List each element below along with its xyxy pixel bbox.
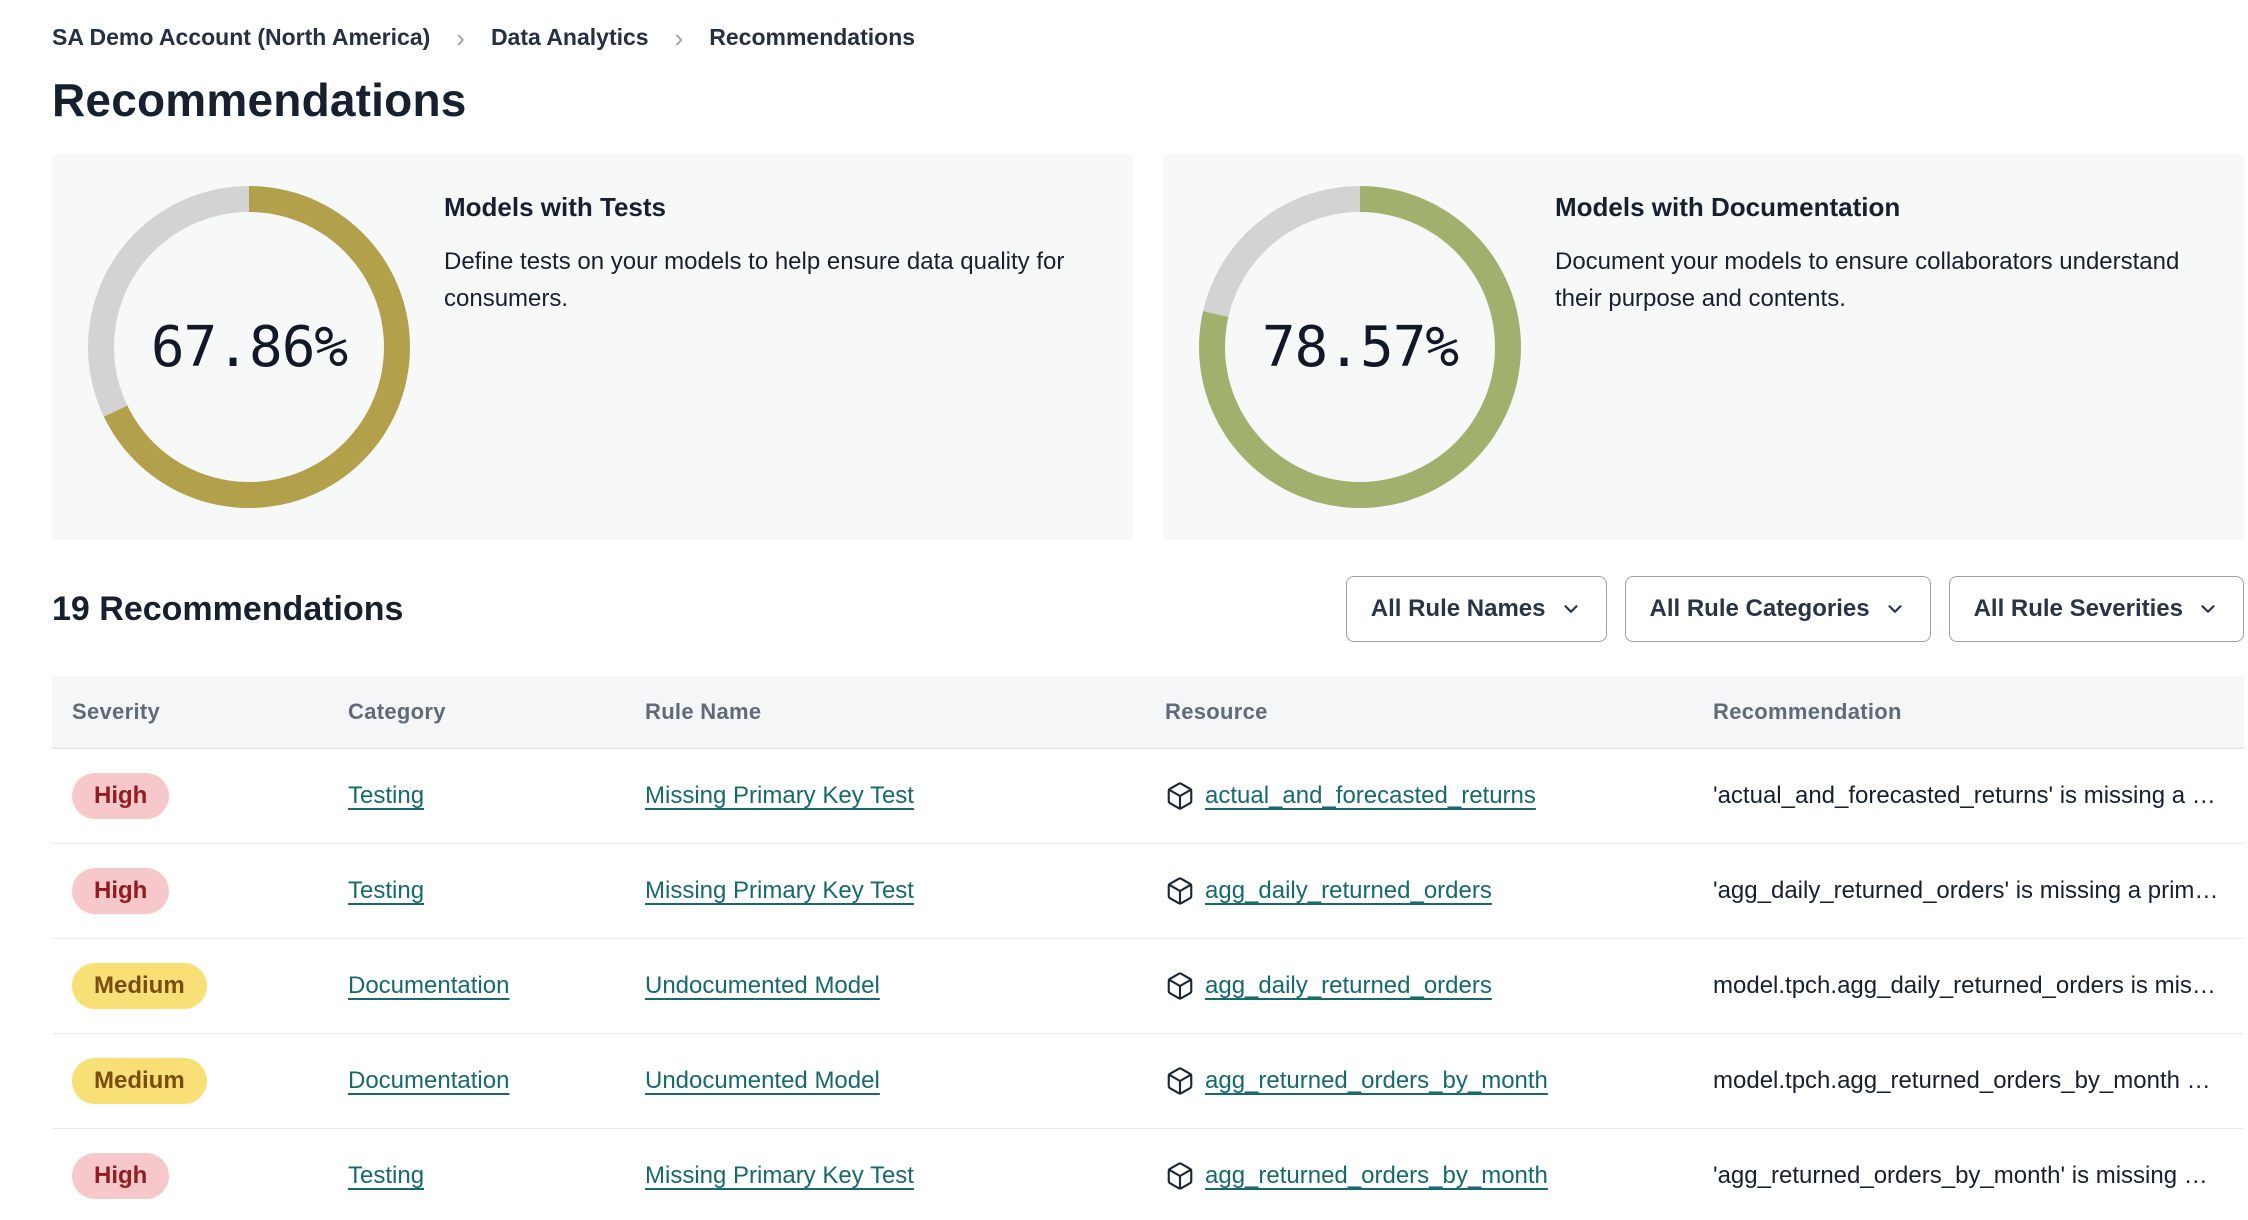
table-row: High Testing Missing Primary Key Test ag… [52,1129,2244,1220]
list-bar: 19 Recommendations All Rule Names All Ru… [52,576,2244,642]
page-title: Recommendations [52,74,467,126]
table-row: High Testing Missing Primary Key Test ac… [52,749,2244,844]
breadcrumb-account[interactable]: SA Demo Account (North America) [52,24,431,50]
column-header-resource: Resource [1165,699,1268,724]
rule-name-link[interactable]: Missing Primary Key Test [645,877,914,904]
severity-badge: Medium [72,1058,207,1104]
rule-name-link[interactable]: Undocumented Model [645,972,880,999]
summary-cards: 67.86% Models with Tests Define tests on… [52,154,2244,540]
category-link[interactable]: Documentation [348,1067,510,1094]
filter-label: All Rule Severities [1973,595,2183,622]
column-header-category: Category [348,699,446,724]
model-cube-icon [1167,782,1193,810]
breadcrumb-current: Recommendations [709,24,916,50]
breadcrumb: SA Demo Account (North America) › Data A… [52,24,2244,51]
chevron-right-icon: › [674,22,684,53]
rule-name-link[interactable]: Missing Primary Key Test [645,1162,914,1189]
table-row: High Testing Missing Primary Key Test ag… [52,844,2244,939]
column-header-severity: Severity [72,699,161,724]
column-header-rule-name: Rule Name [645,699,762,724]
recommendation-text: model.tpch.agg_daily_returned_orders is … [1713,972,2216,999]
filter-label: All Rule Names [1370,595,1546,622]
resource-link[interactable]: agg_returned_orders_by_month [1205,1067,1548,1094]
model-cube-icon [1167,972,1193,1000]
model-cube-icon [1167,877,1193,905]
models-with-tests-card: 67.86% Models with Tests Define tests on… [52,154,1133,540]
column-header-recommendation: Recommendation [1713,699,1902,724]
resource-link[interactable]: actual_and_forecasted_returns [1205,782,1536,809]
tests-card-description: Define tests on your models to help ensu… [444,248,1065,313]
tests-donut-chart: 67.86% [88,186,410,508]
model-cube-icon [1167,1162,1193,1190]
resource-link[interactable]: agg_daily_returned_orders [1205,972,1492,999]
recommendations-table: Severity Category Rule Name Resource Rec… [52,676,2244,1220]
severity-badge: High [72,1153,170,1199]
recommendation-text: model.tpch.agg_returned_orders_by_month … [1713,1067,2211,1094]
severity-badge: High [72,773,170,819]
category-link[interactable]: Testing [348,782,425,809]
breadcrumb-project[interactable]: Data Analytics [490,24,649,50]
resource-link[interactable]: agg_returned_orders_by_month [1205,1162,1548,1189]
chevron-down-icon [1563,605,1578,613]
filters: All Rule Names All Rule Categories All R… [1345,576,2244,642]
donut-hole: 67.86% [114,212,384,482]
tests-card-title: Models with Tests [444,192,666,222]
category-link[interactable]: Testing [348,877,425,904]
models-with-documentation-card: 78.57% Models with Documentation Documen… [1163,154,2244,540]
tests-percent-value: 67.86% [150,314,348,380]
recommendations-count: 19 Recommendations [52,589,404,628]
recommendation-text: 'actual_and_forecasted_returns' is missi… [1713,782,2216,809]
chevron-down-icon [1887,605,1902,613]
card-text: Models with Tests Define tests on your m… [444,186,1097,317]
rule-names-filter-dropdown[interactable]: All Rule Names [1345,576,1607,642]
donut-hole: 78.57% [1225,212,1495,482]
severity-badge: High [72,868,170,914]
recommendation-text: 'agg_returned_orders_by_month' is missin… [1713,1162,2208,1189]
table-row: Medium Documentation Undocumented Model … [52,1034,2244,1129]
rule-severities-filter-dropdown[interactable]: All Rule Severities [1948,576,2244,642]
documentation-percent-value: 78.57% [1261,314,1459,380]
category-link[interactable]: Testing [348,1162,425,1189]
documentation-donut-chart: 78.57% [1199,186,1521,508]
documentation-card-description: Document your models to ensure collabora… [1555,248,2180,313]
table-row: Medium Documentation Undocumented Model … [52,939,2244,1034]
rule-categories-filter-dropdown[interactable]: All Rule Categories [1624,576,1931,642]
documentation-card-title: Models with Documentation [1555,192,1901,222]
chevron-right-icon: › [456,22,465,53]
rule-name-link[interactable]: Missing Primary Key Test [645,782,914,809]
severity-badge: Medium [72,963,207,1009]
category-link[interactable]: Documentation [348,972,510,999]
rule-name-link[interactable]: Undocumented Model [645,1067,880,1094]
recommendation-text: 'agg_daily_returned_orders' is missing a… [1713,877,2219,904]
card-text: Models with Documentation Document your … [1555,186,2208,317]
table-header-row: Severity Category Rule Name Resource Rec… [52,676,2244,749]
filter-label: All Rule Categories [1649,595,1870,622]
chevron-down-icon [2201,605,2215,613]
resource-link[interactable]: agg_daily_returned_orders [1205,877,1492,904]
model-cube-icon [1167,1067,1193,1095]
